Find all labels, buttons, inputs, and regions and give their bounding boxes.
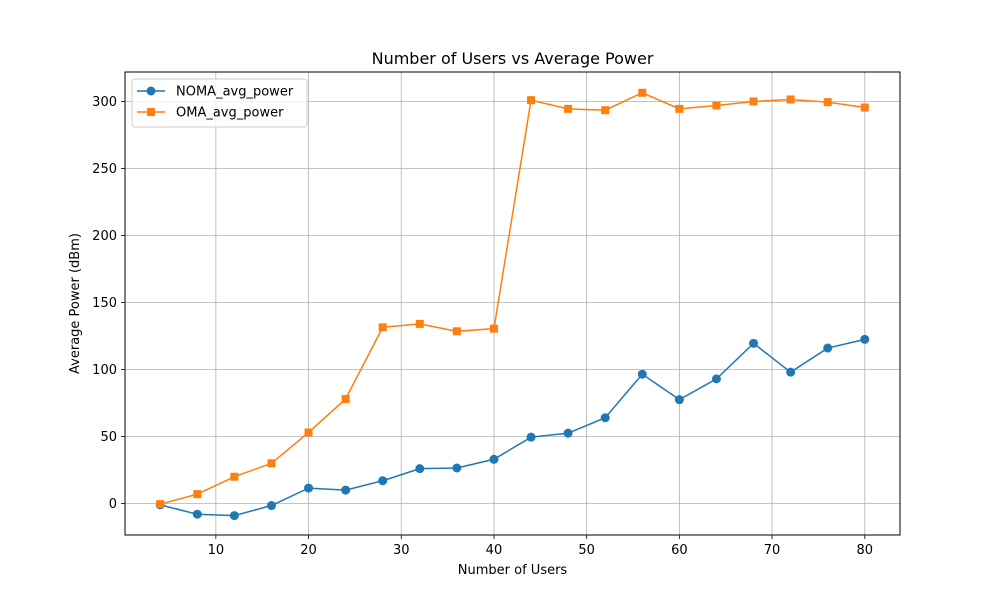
data-point-oma-avg-power <box>749 97 758 106</box>
x-tick-label: 50 <box>578 543 595 558</box>
data-point-noma-avg-power <box>563 428 573 438</box>
data-point-oma-avg-power <box>341 394 350 403</box>
data-point-oma-avg-power <box>675 104 684 113</box>
data-point-noma-avg-power <box>192 509 202 519</box>
legend: NOMA_avg_power OMA_avg_power <box>131 78 308 128</box>
data-point-noma-avg-power <box>711 374 721 384</box>
data-point-oma-avg-power <box>452 327 461 336</box>
series-line-oma-avg-power <box>160 91 865 505</box>
data-point-noma-avg-power <box>341 485 351 495</box>
legend-marker-oma-avg-power <box>147 108 155 116</box>
x-tick-label: 40 <box>486 543 503 558</box>
series-line-noma-avg-power <box>160 338 865 517</box>
data-point-oma-avg-power <box>638 88 647 97</box>
data-point-oma-avg-power <box>860 103 869 112</box>
data-point-noma-avg-power <box>304 483 314 493</box>
legend-box <box>131 78 308 128</box>
y-tick-label: 200 <box>92 229 117 244</box>
data-point-noma-avg-power <box>823 343 833 353</box>
data-point-oma-avg-power <box>230 472 239 481</box>
x-tick-label: 20 <box>300 543 317 558</box>
data-point-noma-avg-power <box>600 413 610 423</box>
series-noma-avg-power <box>155 334 870 521</box>
data-point-noma-avg-power <box>674 395 684 405</box>
data-point-noma-avg-power <box>452 463 462 473</box>
x-tick-label: 80 <box>856 543 873 558</box>
data-point-oma-avg-power <box>786 95 795 104</box>
data-point-oma-avg-power <box>156 500 165 509</box>
data-point-noma-avg-power <box>749 338 759 348</box>
data-point-oma-avg-power <box>304 428 313 437</box>
y-tick-label: 250 <box>92 162 117 177</box>
chart-title: Number of Users vs Average Power <box>372 49 654 68</box>
x-tick-label: 70 <box>764 543 781 558</box>
data-point-oma-avg-power <box>415 319 424 328</box>
y-tick-label: 0 <box>109 497 117 512</box>
data-point-noma-avg-power <box>489 454 499 464</box>
legend-label-oma-avg-power: OMA_avg_power <box>176 106 284 121</box>
data-point-oma-avg-power <box>823 98 832 107</box>
y-tick-label: 150 <box>92 296 117 311</box>
x-tick-label: 10 <box>208 543 225 558</box>
data-point-oma-avg-power <box>601 106 610 115</box>
y-tick-label: 50 <box>100 430 117 445</box>
data-point-oma-avg-power <box>378 323 387 332</box>
data-point-oma-avg-power <box>527 96 536 105</box>
y-axis-label: Average Power (dBm) <box>68 233 83 374</box>
legend-marker-noma-avg-power <box>146 86 156 96</box>
series-layer <box>155 88 870 521</box>
plot-frame <box>124 71 901 536</box>
legend-label-noma-avg-power: NOMA_avg_power <box>176 85 294 100</box>
y-tick-label: 300 <box>92 95 117 110</box>
data-point-noma-avg-power <box>637 369 647 379</box>
data-point-oma-avg-power <box>193 490 202 499</box>
x-tick-label: 60 <box>671 543 688 558</box>
axis-ticks: 10 20 30 40 50 60 70 80 0 50 100 150 200 250 300 <box>92 95 873 558</box>
y-tick-label: 100 <box>92 363 117 378</box>
x-axis-label: Number of Users <box>458 563 568 578</box>
data-point-oma-avg-power <box>489 324 498 333</box>
data-point-noma-avg-power <box>415 464 425 474</box>
x-tick-label: 30 <box>393 543 410 558</box>
data-point-noma-avg-power <box>229 511 239 521</box>
data-point-noma-avg-power <box>786 367 796 377</box>
data-point-oma-avg-power <box>267 459 276 468</box>
grid <box>125 72 900 535</box>
data-point-oma-avg-power <box>712 101 721 110</box>
data-point-noma-avg-power <box>378 476 388 486</box>
data-point-noma-avg-power <box>266 501 276 511</box>
series-oma-avg-power <box>156 88 869 509</box>
data-point-noma-avg-power <box>860 334 870 344</box>
data-point-noma-avg-power <box>526 432 536 442</box>
data-point-oma-avg-power <box>564 104 573 113</box>
